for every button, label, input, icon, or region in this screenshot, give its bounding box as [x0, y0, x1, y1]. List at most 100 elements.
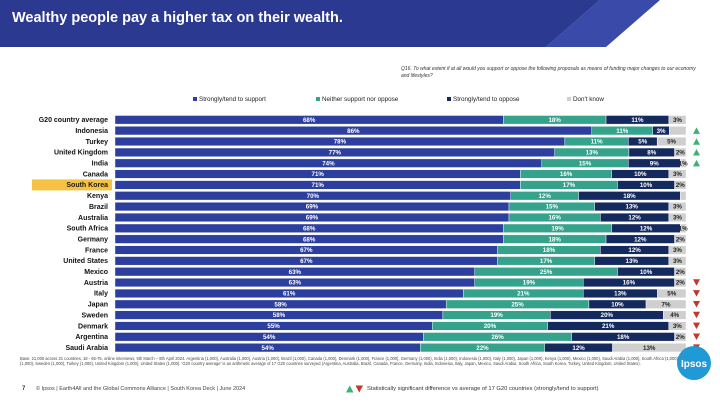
data-label: 12% [628, 215, 641, 222]
legend-swatch-0 [193, 97, 197, 101]
data-label: 2% [676, 269, 685, 276]
category-label: Mexico [84, 269, 108, 276]
data-label: 16% [560, 171, 573, 178]
page-title: Wealthy people pay a higher tax on their… [12, 10, 343, 26]
bar-segment-don-t-know [674, 278, 687, 288]
data-label: 3% [673, 117, 682, 124]
data-label: 5% [667, 291, 676, 298]
category-label: Japan [88, 302, 108, 309]
data-label: 69% [306, 215, 319, 222]
bar-segment-don-t-know [663, 310, 687, 320]
data-label: 10% [611, 301, 624, 308]
data-label: 2% [676, 280, 685, 287]
category-label: Indonesia [75, 128, 108, 135]
data-label: 70% [307, 193, 320, 200]
category-label: Italy [94, 291, 108, 298]
bar-segment-don-t-know [674, 267, 687, 277]
category-label: Kenya [87, 193, 108, 200]
legend-swatch-2 [447, 97, 451, 101]
data-label: 68% [303, 236, 316, 243]
legend-label-3: Don't know [573, 96, 604, 103]
bar-segment-don-t-know [680, 223, 687, 233]
significance-down-icon [693, 290, 700, 297]
header-background [0, 0, 660, 47]
category-label: G20 country average [39, 117, 108, 124]
bar-segment-don-t-know [656, 137, 687, 147]
category-label: United Kingdom [54, 150, 108, 157]
data-label: 20% [484, 323, 497, 330]
data-label: 18% [617, 334, 630, 341]
data-label: 11% [616, 128, 629, 135]
data-label: 71% [312, 171, 325, 178]
bar-segment-don-t-know [668, 321, 687, 331]
category-label: South Africa [67, 226, 108, 233]
data-label: 5% [638, 139, 647, 146]
data-label: 13% [643, 345, 656, 352]
data-label: 3% [673, 215, 682, 222]
legend-label-1: Neither support nor oppose [322, 96, 399, 103]
bar-segment-don-t-know [645, 299, 687, 309]
data-label: 19% [490, 312, 503, 319]
significance-down-icon [693, 311, 700, 319]
data-label: 3% [673, 258, 682, 265]
data-label: 86% [347, 128, 360, 135]
significance-up-icon [693, 127, 700, 134]
data-label: 3% [673, 171, 682, 178]
bar-segment-don-t-know [674, 180, 687, 190]
data-label: 15% [546, 204, 559, 211]
legend-label-0: Strongly/tend to support [199, 96, 266, 103]
data-label: 22% [476, 345, 489, 352]
significance-up-icon [693, 138, 700, 145]
data-label: 54% [263, 334, 276, 341]
ipsos-logo-text: Ipsos [681, 359, 708, 370]
data-label: 26% [491, 334, 504, 341]
data-label: 2% [676, 182, 685, 189]
data-label: 17% [540, 258, 553, 265]
significance-down-icon [693, 300, 700, 308]
data-label: 18% [548, 117, 561, 124]
data-label: 12% [538, 193, 551, 200]
data-label: 77% [329, 149, 342, 156]
category-label: South Korea [66, 182, 108, 189]
data-label: 3% [673, 323, 682, 330]
data-label: 18% [548, 236, 561, 243]
data-label: 13% [614, 291, 627, 298]
data-label: 10% [640, 269, 653, 276]
category-label: Germany [78, 236, 108, 243]
data-label: 16% [548, 215, 561, 222]
data-label: 15% [579, 160, 592, 167]
data-label: 74% [322, 160, 335, 167]
data-label: 13% [626, 258, 639, 265]
bar-segment-don-t-know [680, 191, 687, 201]
category-label: United States [63, 258, 108, 265]
header-banner: Wealthy people pay a higher tax on their… [0, 0, 720, 47]
data-label: 12% [572, 345, 585, 352]
category-label: India [92, 161, 108, 168]
data-label: 19% [551, 225, 564, 232]
data-label: 71% [312, 182, 325, 189]
data-label: 18% [543, 247, 556, 254]
bar-segment-don-t-know [657, 288, 687, 298]
data-label: 63% [289, 269, 302, 276]
significance-down-icon [693, 333, 700, 340]
bar-segment-don-t-know [668, 245, 687, 255]
page-number: 7 [22, 386, 26, 392]
data-label: 11% [591, 139, 604, 146]
base-note: Base: 21,000 across 21 countries, 18 - 6… [20, 356, 703, 367]
data-label: 10% [634, 171, 647, 178]
bar-segment-don-t-know [669, 126, 687, 136]
bar-segment-don-t-know [668, 212, 687, 222]
data-label: 13% [586, 149, 599, 156]
significance-legend: Statistically significant difference vs … [346, 385, 599, 393]
data-label: 2% [676, 149, 685, 156]
data-label: 61% [283, 291, 296, 298]
significance-up-icon [693, 159, 700, 167]
data-label: 3% [673, 204, 682, 211]
significance-note: Statistically significant difference vs … [367, 386, 599, 392]
category-label: France [85, 247, 108, 254]
data-label: 11% [631, 117, 644, 124]
data-label: 20% [601, 312, 614, 319]
question-text: Q16. To what extent if at all would you … [401, 66, 696, 79]
data-label: 78% [334, 139, 347, 146]
bar-segment-don-t-know [612, 343, 687, 352]
